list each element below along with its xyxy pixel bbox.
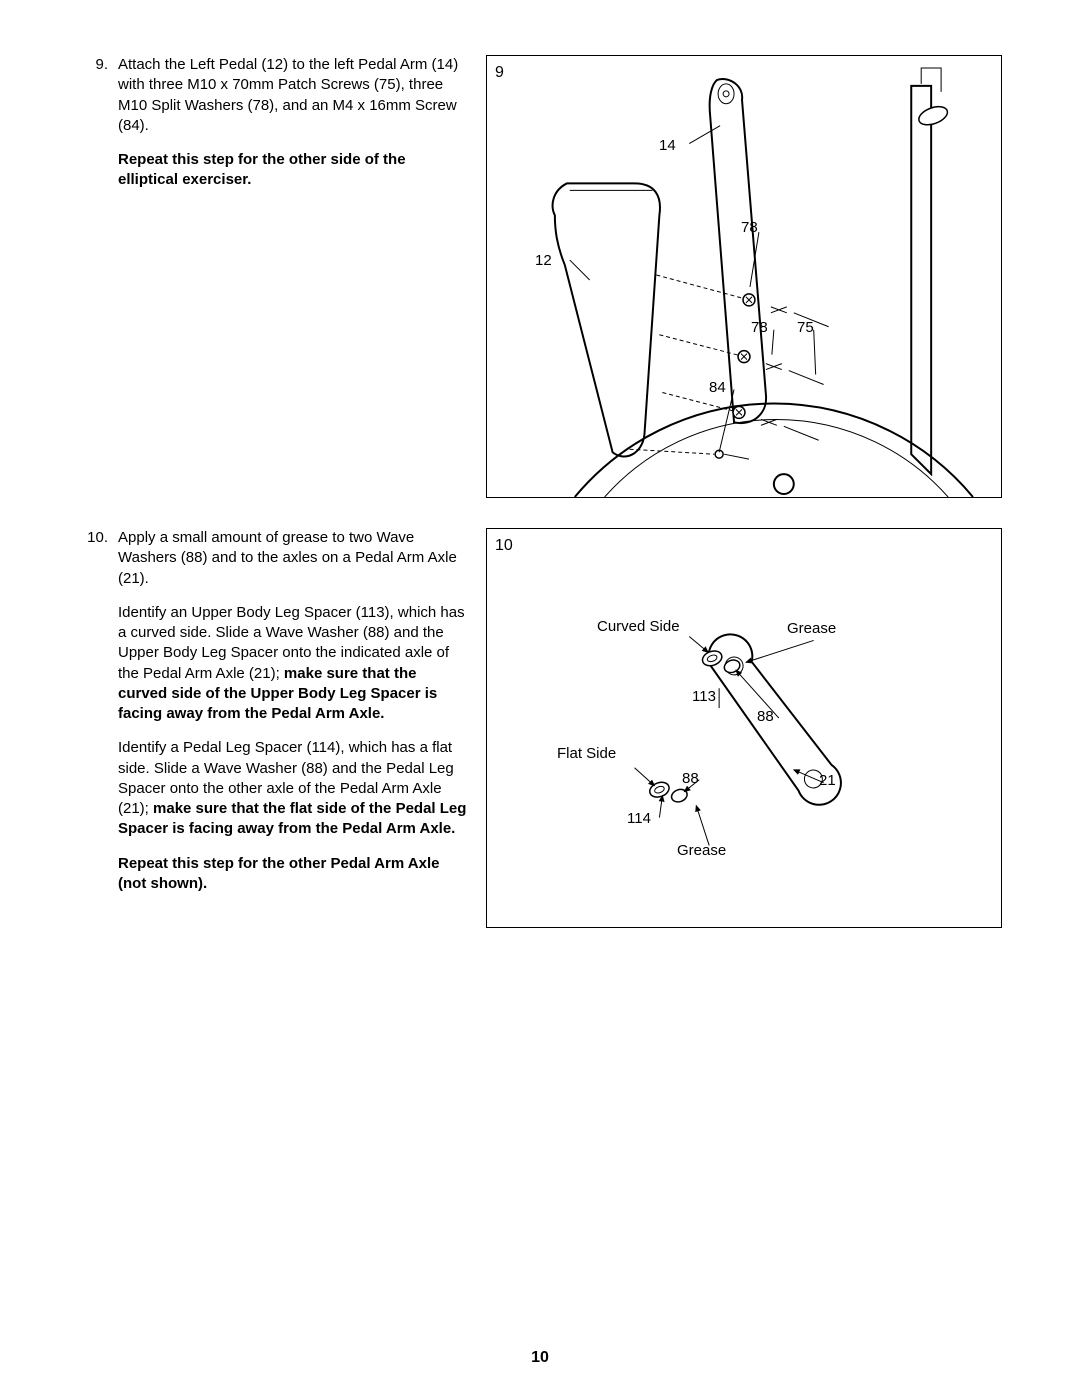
figure-10-svg: [487, 529, 1001, 927]
step-9: 9. Attach the Left Pedal (12) to the lef…: [78, 55, 468, 205]
fig10-label-88b: 88: [682, 769, 699, 789]
figure-10: 10: [486, 528, 1002, 928]
fig10-label-114: 114: [627, 809, 651, 829]
step-9-row: 9. Attach the Left Pedal (12) to the lef…: [78, 55, 1002, 498]
fig9-label-14: 14: [659, 136, 676, 156]
step-9-body: Attach the Left Pedal (12) to the left P…: [118, 55, 468, 205]
fig10-label-113: 113: [692, 687, 716, 707]
fig10-label-88a: 88: [757, 707, 774, 727]
figure-10-number: 10: [495, 535, 513, 557]
step-10-p1: Apply a small amount of grease to two Wa…: [118, 528, 468, 589]
step-10-p3: Identify a Pedal Leg Spacer (114), which…: [118, 738, 468, 839]
step-9-p2: Repeat this step for the other side of t…: [118, 150, 468, 191]
fig9-label-78b: 78: [751, 318, 768, 338]
fig9-label-75: 75: [797, 318, 814, 338]
fig10-label-flat: Flat Side: [557, 744, 616, 764]
fig9-label-78a: 78: [741, 218, 758, 238]
step-10-p2: Identify an Upper Body Leg Spacer (113),…: [118, 603, 468, 725]
fig10-label-21: 21: [819, 771, 836, 791]
step-10-text: 10. Apply a small amount of grease to tw…: [78, 528, 468, 922]
step-10-body: Apply a small amount of grease to two Wa…: [118, 528, 468, 908]
step-10-number: 10.: [78, 528, 108, 908]
step-9-text: 9. Attach the Left Pedal (12) to the lef…: [78, 55, 468, 219]
figure-9-svg: [487, 56, 1001, 497]
step-10: 10. Apply a small amount of grease to tw…: [78, 528, 468, 908]
page-number: 10: [0, 1347, 1080, 1369]
figure-9-number: 9: [495, 62, 504, 84]
step-10-p4: Repeat this step for the other Pedal Arm…: [118, 854, 468, 895]
figure-9: 9: [486, 55, 1002, 498]
step-10-p3b: make sure that the flat side of the Peda…: [118, 800, 466, 837]
fig10-label-grease-top: Grease: [787, 619, 836, 639]
fig9-label-12: 12: [535, 251, 552, 271]
fig9-label-84: 84: [709, 378, 726, 398]
fig10-label-curved: Curved Side: [597, 617, 680, 637]
step-9-p1: Attach the Left Pedal (12) to the left P…: [118, 55, 468, 136]
step-10-row: 10. Apply a small amount of grease to tw…: [78, 528, 1002, 928]
step-9-number: 9.: [78, 55, 108, 205]
fig10-label-grease-bot: Grease: [677, 841, 726, 861]
